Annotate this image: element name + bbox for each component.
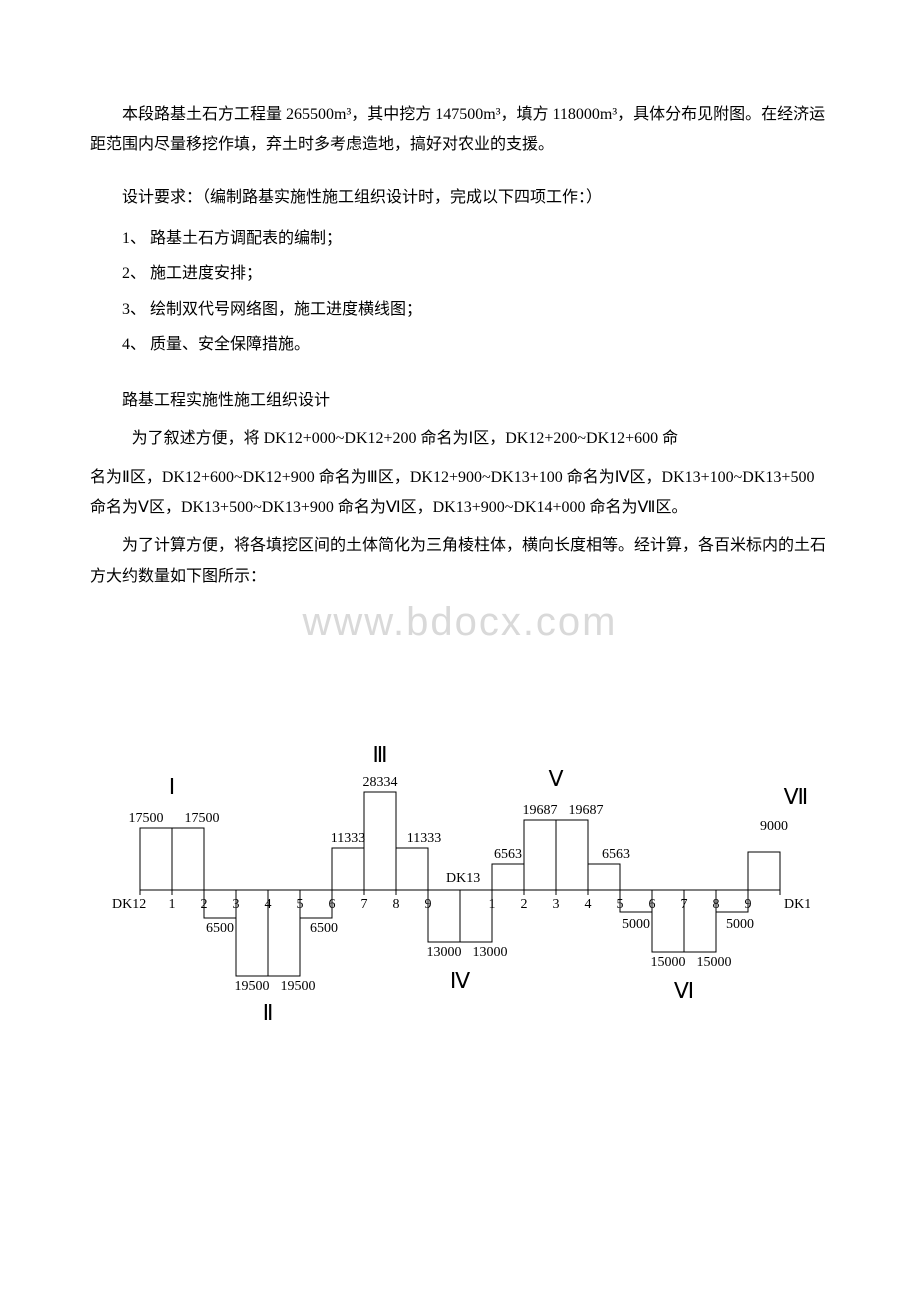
paragraph-2: 设计要求：（编制路基实施性施工组织设计时，完成以下四项工作：）: [90, 183, 830, 213]
list-item-1: 1、 路基土石方调配表的编制；: [90, 221, 830, 256]
paragraph-3: 路基工程实施性施工组织设计: [90, 386, 830, 416]
paragraph-5: 为了计算方便，将各填挖区间的土体简化为三角棱柱体，横向长度相等。经计算，各百米标…: [90, 531, 830, 592]
svg-text:DK12: DK12: [112, 897, 146, 912]
svg-text:17500: 17500: [129, 811, 164, 826]
paragraph-1: 本段路基土石方工程量 265500m³，其中挖方 147500m³，填方 118…: [90, 100, 830, 161]
svg-text:6563: 6563: [602, 847, 630, 862]
svg-text:Ⅱ: Ⅱ: [263, 1000, 274, 1025]
svg-text:Ⅴ: Ⅴ: [548, 766, 563, 791]
svg-text:13000: 13000: [473, 945, 508, 960]
svg-text:4: 4: [585, 897, 592, 912]
svg-text:DK13: DK13: [446, 871, 480, 886]
svg-text:Ⅰ: Ⅰ: [169, 774, 176, 799]
svg-text:11333: 11333: [331, 831, 365, 846]
svg-text:19687: 19687: [523, 803, 558, 818]
svg-text:17500: 17500: [185, 811, 220, 826]
list-item-3: 3、 绘制双代号网络图，施工进度横线图；: [90, 292, 830, 327]
svg-text:Ⅵ: Ⅵ: [674, 978, 694, 1003]
svg-text:Ⅶ: Ⅶ: [784, 784, 809, 809]
svg-text:3: 3: [553, 897, 560, 912]
svg-text:19500: 19500: [281, 979, 316, 994]
svg-text:5000: 5000: [622, 917, 650, 932]
svg-text:Ⅳ: Ⅳ: [450, 968, 471, 993]
svg-text:9000: 9000: [760, 819, 788, 834]
svg-text:15000: 15000: [651, 955, 686, 970]
svg-text:6563: 6563: [494, 847, 522, 862]
svg-text:8: 8: [393, 897, 400, 912]
paragraph-4b: 名为Ⅱ区，DK12+600~DK12+900 命名为Ⅲ区，DK12+900~DK…: [90, 463, 830, 524]
svg-text:Ⅲ: Ⅲ: [372, 742, 387, 767]
svg-text:DK14: DK14: [784, 897, 810, 912]
svg-text:5000: 5000: [726, 917, 754, 932]
svg-text:7: 7: [361, 897, 368, 912]
list-item-2: 2、 施工进度安排；: [90, 256, 830, 291]
svg-text:6500: 6500: [206, 921, 234, 936]
paragraph-4a: 为了叙述方便，将 DK12+000~DK12+200 命名为Ⅰ区，DK12+20…: [90, 424, 830, 454]
svg-text:6500: 6500: [310, 921, 338, 936]
svg-text:19500: 19500: [235, 979, 270, 994]
svg-text:28334: 28334: [363, 775, 398, 790]
watermark: www.bdocx.com: [303, 600, 618, 645]
chart-svg: 123456789123456789DK12DK13DK141750017500…: [110, 642, 810, 1082]
svg-text:1: 1: [169, 897, 176, 912]
earthwork-chart: 123456789123456789DK12DK13DK141750017500…: [110, 642, 810, 1082]
svg-text:13000: 13000: [427, 945, 462, 960]
svg-text:19687: 19687: [569, 803, 604, 818]
svg-text:15000: 15000: [697, 955, 732, 970]
svg-text:2: 2: [521, 897, 528, 912]
svg-text:11333: 11333: [407, 831, 441, 846]
list-item-4: 4、 质量、安全保障措施。: [90, 327, 830, 362]
